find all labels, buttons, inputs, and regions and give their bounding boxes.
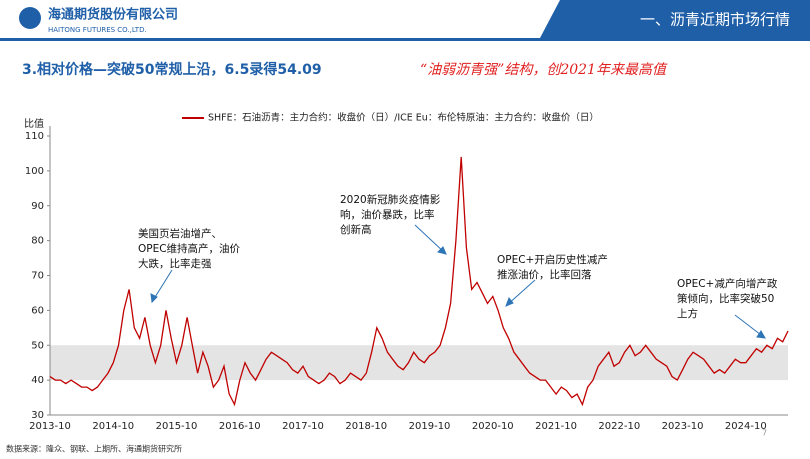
x-tick-label: 2015-10 bbox=[156, 421, 198, 432]
x-tick-label: 2018-10 bbox=[345, 421, 387, 432]
logo-mark bbox=[19, 7, 41, 29]
x-tick-label: 2024-10 bbox=[725, 421, 767, 432]
section-title: 一、沥青近期市场行情 bbox=[640, 11, 790, 29]
x-tick-label: 2017-10 bbox=[282, 421, 324, 432]
annotation: 上方 bbox=[677, 307, 698, 320]
y-tick-label: 110 bbox=[25, 131, 44, 142]
y-axis-label: 比值 bbox=[24, 117, 44, 130]
x-tick-label: 2022-10 bbox=[598, 421, 640, 432]
annotation: 美国页岩油增产、 bbox=[138, 227, 222, 240]
series-line bbox=[49, 156, 789, 407]
y-tick-label: 100 bbox=[25, 166, 44, 177]
subtitle: 3.相对价格—突破50常规上沿，6.5录得54.09 bbox=[22, 61, 322, 78]
legend-label: SHFE：石油沥青：主力合约：收盘价（日）/ICE Eu：布伦特原油：主力合约：… bbox=[208, 112, 599, 124]
header-rule bbox=[0, 38, 810, 41]
annotation: 响，油价暴跌，比率 bbox=[340, 208, 435, 221]
source-note: 数据来源：隆众、钢联、上期所、海通期货研究所 bbox=[6, 444, 182, 454]
shaded-band bbox=[50, 345, 788, 381]
company-name-en: HAITONG FUTURES CO.,LTD. bbox=[48, 26, 147, 34]
annotation: 策倾向，比率突破50 bbox=[677, 292, 774, 305]
annotation: OPEC维持高产，油价 bbox=[138, 242, 241, 255]
annotation: OPEC+减产向增产政 bbox=[677, 277, 778, 290]
annotation: 创新高 bbox=[340, 223, 372, 236]
x-tick-label: 2013-10 bbox=[29, 421, 71, 432]
x-tick-label: 2014-10 bbox=[92, 421, 134, 432]
annotation: OPEC+开启历史性减产 bbox=[497, 253, 608, 266]
x-tick-label: 2023-10 bbox=[662, 421, 704, 432]
highlight: “油弱沥青强”结构，创2021年来最高值 bbox=[420, 62, 668, 78]
section-banner bbox=[540, 0, 810, 38]
y-tick-label: 80 bbox=[31, 236, 44, 247]
annotation: 推涨油价，比率回落 bbox=[497, 268, 592, 281]
x-tick-label: 2016-10 bbox=[219, 421, 261, 432]
x-tick-label: 2020-10 bbox=[472, 421, 514, 432]
y-tick-label: 50 bbox=[31, 340, 44, 351]
x-tick-label: 2021-10 bbox=[535, 421, 577, 432]
arrows bbox=[150, 224, 766, 339]
plot: 30 40 50 60 70 80 90 100 110 2013-10 2014-10 2015-1… bbox=[25, 112, 789, 432]
annotation: 2020新冠肺炎疫情影 bbox=[340, 193, 441, 206]
annotation: 大跌，比率走强 bbox=[138, 257, 212, 270]
y-tick-label: 30 bbox=[31, 410, 44, 421]
y-tick-label: 60 bbox=[31, 305, 44, 316]
y-tick-label: 70 bbox=[31, 271, 44, 282]
y-tick-label: 90 bbox=[31, 201, 44, 212]
page-number: 7 bbox=[762, 429, 767, 438]
x-tick-label: 2019-10 bbox=[409, 421, 451, 432]
company-name: 海通期货股份有限公司 bbox=[48, 7, 178, 23]
y-tick-label: 40 bbox=[31, 375, 44, 386]
